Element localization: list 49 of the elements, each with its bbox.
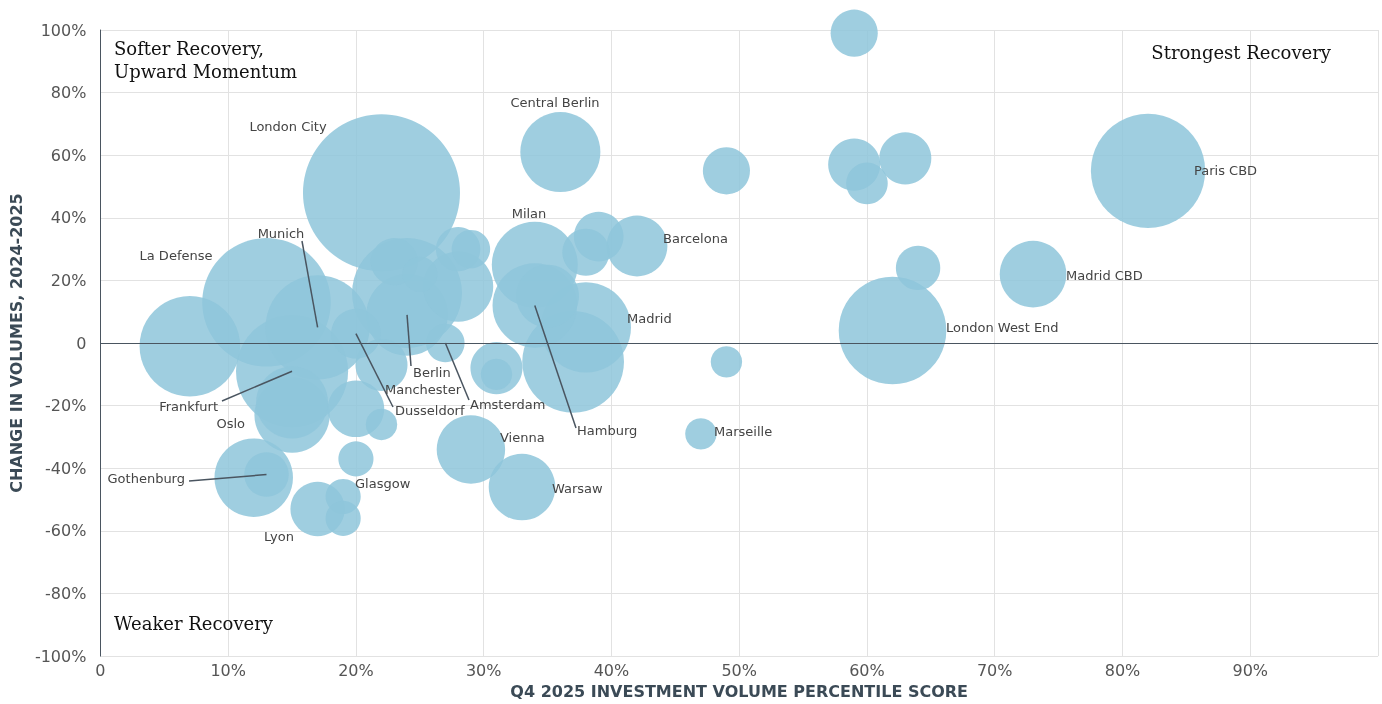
x-tick-label: 80% (1104, 660, 1141, 680)
annotation: Paris CBD (1194, 162, 1258, 178)
annotation: Central Berlin (510, 94, 600, 110)
annotation: Dusseldorf (395, 402, 465, 418)
annotation: Vienna (500, 429, 545, 445)
y-tick-label: -100% (34, 646, 87, 666)
y-tick-label: 60% (50, 145, 87, 165)
x-tick-label: 70% (976, 660, 1013, 680)
annotation: Softer Recovery, Upward Momentum (114, 37, 298, 82)
annotation: Glasgow (355, 475, 411, 491)
annotation: Frankfurt (159, 398, 218, 414)
annotation: Amsterdam (470, 396, 546, 412)
annotation: Manchester (384, 381, 462, 397)
annotation: Warsaw (552, 480, 604, 496)
x-tick-label: 20% (338, 660, 374, 680)
x-tick-label: 0 (95, 660, 106, 680)
annotation: Hamburg (577, 422, 638, 438)
annotation: London City (249, 118, 327, 134)
y-tick-label: -40% (45, 458, 87, 478)
annotation: Barcelona (663, 230, 728, 246)
annotation: Munich (257, 225, 305, 241)
x-tick-label: 40% (593, 660, 630, 680)
y-tick-label: 100% (40, 20, 87, 40)
annotation: Oslo (216, 415, 246, 431)
y-tick-label: 20% (50, 270, 87, 290)
y-tick-label: -80% (45, 583, 87, 603)
annotation: Lyon (264, 528, 294, 544)
annotation: Marseille (714, 423, 773, 439)
annotation: London West End (946, 319, 1059, 335)
x-tick-label: 10% (210, 660, 246, 680)
annotation: Madrid CBD (1066, 267, 1143, 283)
x-tick-label: 30% (465, 660, 502, 680)
x-tick-label: 60% (849, 660, 885, 680)
annotation: Madrid (627, 310, 672, 326)
y-tick-label: 40% (50, 208, 87, 228)
x-tick-label: 90% (1232, 660, 1269, 680)
y-tick-label: -60% (45, 521, 87, 541)
x-tick-label: 50% (721, 660, 757, 680)
annotation: Weaker Recovery (114, 612, 274, 634)
annotation: Strongest Recovery (1151, 41, 1332, 63)
y-tick-label: 80% (50, 83, 87, 103)
annotation: Berlin (413, 364, 451, 380)
x-axis-title: Q4 2025 INVESTMENT VOLUME PERCENTILE SCORE (510, 681, 969, 701)
annotation: La Defense (139, 247, 213, 263)
annotation: Gothenburg (107, 470, 185, 486)
annotation: Milan (511, 205, 547, 221)
y-tick-label: 0 (76, 333, 87, 353)
y-tick-label: -20% (45, 396, 87, 416)
y-axis-title: CHANGE IN VOLUMES, 2024-2025 (6, 193, 26, 493)
